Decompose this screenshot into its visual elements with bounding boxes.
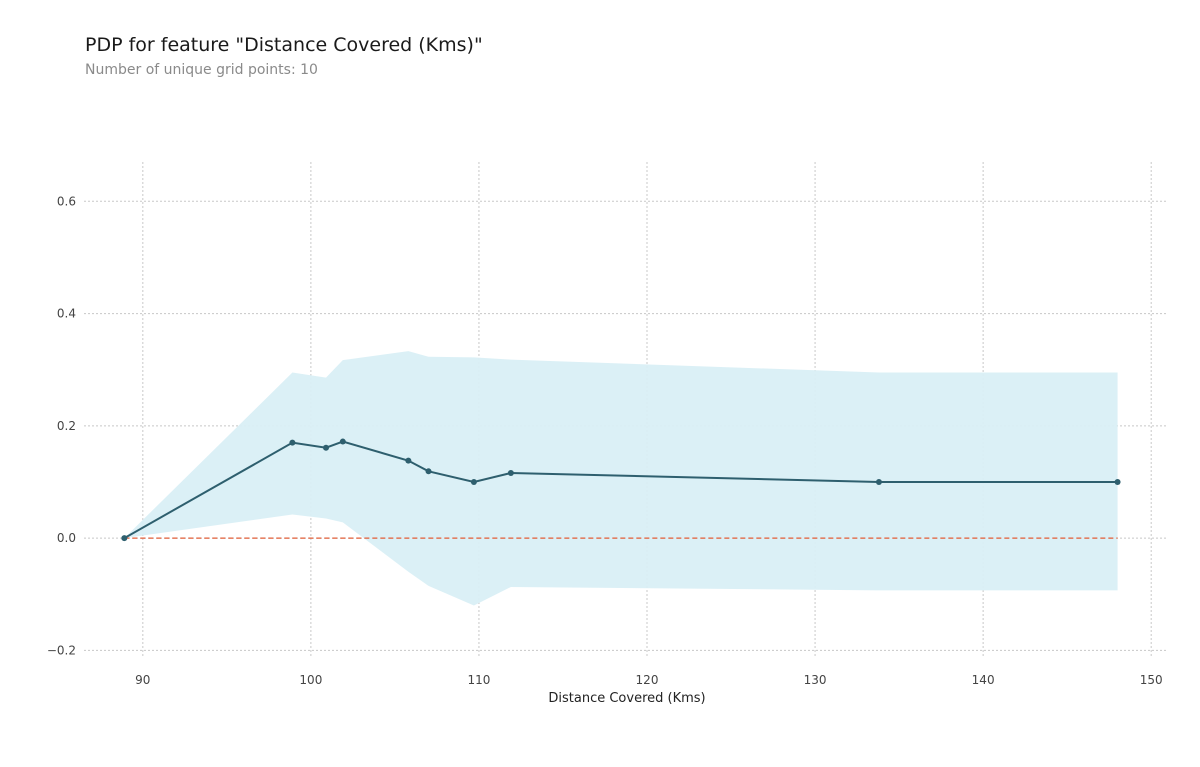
x-tick-label: 150	[1140, 673, 1163, 687]
pdp-point	[1114, 478, 1121, 485]
x-tick-labels: 90 100 110 120 130 140 150	[135, 673, 1162, 687]
pdp-point	[289, 439, 296, 446]
confidence-band	[124, 351, 1118, 606]
pdp-point	[425, 468, 432, 475]
pdp-point	[507, 469, 514, 476]
x-tick-label: 130	[804, 673, 827, 687]
x-tick-label: 120	[636, 673, 659, 687]
y-tick-label: 0.2	[57, 419, 76, 433]
y-tick-label: 0.0	[57, 531, 76, 545]
pdp-points	[121, 438, 1121, 542]
pdp-point	[339, 438, 346, 445]
x-tick-label: 90	[135, 673, 150, 687]
pdp-point	[405, 457, 412, 464]
chart-title: PDP for feature "Distance Covered (Kms)"	[85, 34, 483, 56]
pdp-point	[875, 478, 882, 485]
x-tick-label: 140	[972, 673, 995, 687]
pdp-point	[121, 535, 128, 542]
x-axis-label: Distance Covered (Kms)	[548, 691, 705, 706]
x-tick-label: 110	[467, 673, 490, 687]
x-tick-label: 100	[299, 673, 322, 687]
y-tick-label: −0.2	[47, 643, 76, 657]
y-tick-label: 0.4	[57, 307, 76, 321]
y-tick-labels: −0.2 0.0 0.2 0.4 0.6	[47, 194, 76, 657]
y-tick-label: 0.6	[57, 194, 76, 208]
pdp-point	[470, 478, 477, 485]
pdp-point	[323, 444, 330, 451]
chart-subtitle: Number of unique grid points: 10	[85, 62, 318, 78]
pdp-line	[123, 440, 1118, 539]
